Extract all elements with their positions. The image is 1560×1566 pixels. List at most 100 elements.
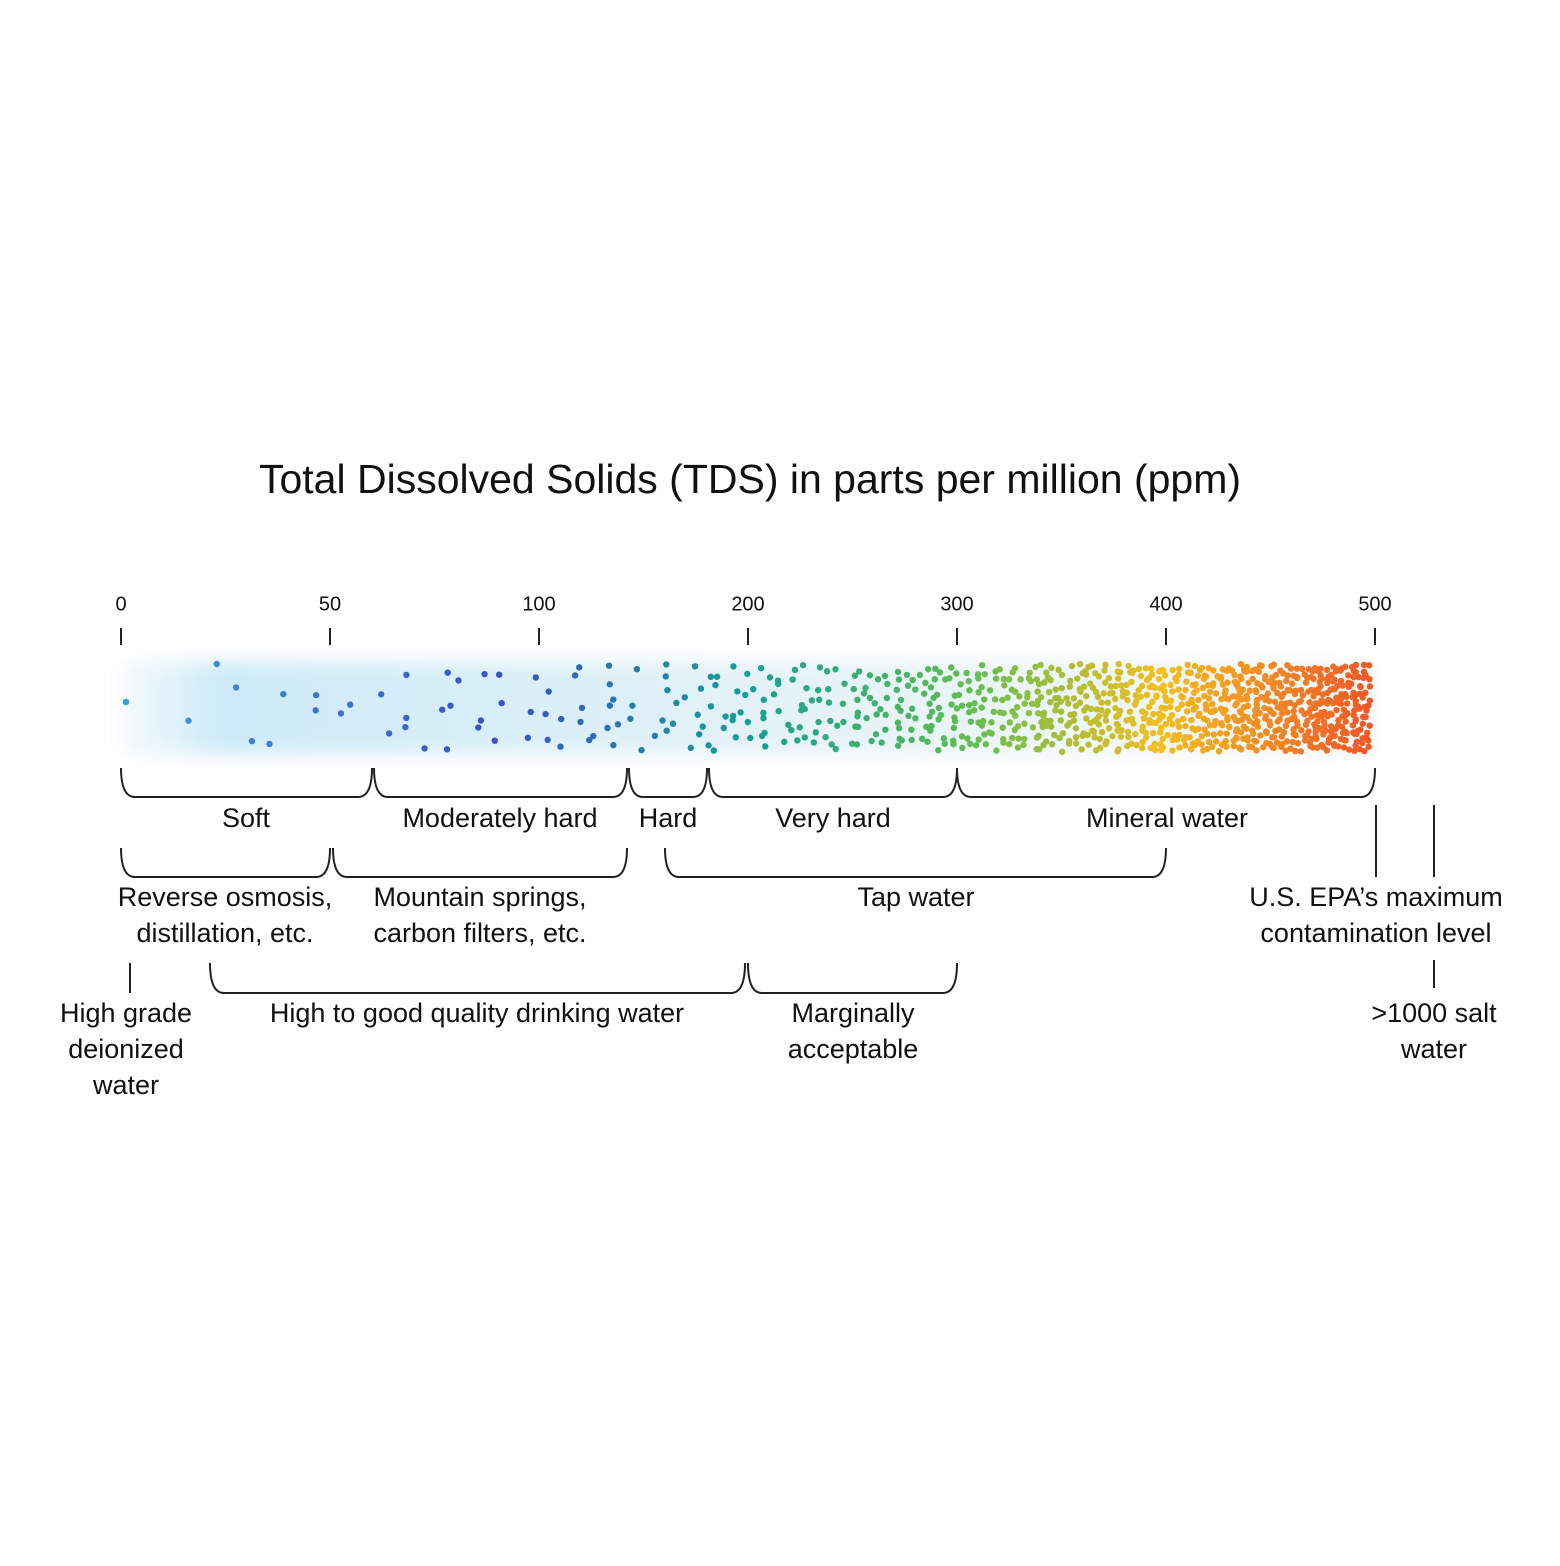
- dot: [966, 740, 974, 748]
- dot: [1148, 671, 1156, 678]
- dot: [923, 723, 930, 731]
- dot: [1128, 678, 1135, 686]
- dot: [1153, 693, 1160, 701]
- dot: [1033, 676, 1040, 683]
- label: Mineral water: [1086, 803, 1248, 833]
- bracket: [120, 767, 373, 798]
- dot: [895, 724, 903, 732]
- dot: [1180, 736, 1188, 744]
- dot: [966, 702, 973, 709]
- dot: [1080, 683, 1088, 690]
- dot: [990, 708, 998, 716]
- label: >1000 salt: [1371, 998, 1497, 1028]
- label: U.S. EPA’s maximum: [1249, 882, 1503, 912]
- dot: [978, 662, 986, 669]
- dot: [762, 743, 769, 750]
- dot: [794, 737, 801, 744]
- dot: [775, 707, 782, 715]
- dot: [810, 739, 818, 746]
- dot: [1337, 700, 1345, 708]
- dot: [781, 738, 788, 746]
- dot: [402, 723, 409, 731]
- dot: [699, 723, 706, 730]
- dot: [1365, 737, 1372, 744]
- dot: [557, 743, 564, 750]
- dot: [610, 741, 617, 749]
- dot: [545, 688, 552, 695]
- dot: [953, 705, 961, 712]
- dot: [577, 718, 584, 726]
- dot: [950, 740, 957, 748]
- dot: [791, 666, 799, 674]
- dot: [1057, 717, 1065, 724]
- dot: [1343, 693, 1350, 700]
- dot: [1342, 711, 1349, 719]
- dot: [742, 691, 749, 699]
- dot: [1348, 680, 1355, 688]
- dot: [855, 668, 863, 675]
- dot: [882, 726, 889, 733]
- dot: [1232, 702, 1239, 709]
- dot: [932, 665, 939, 672]
- dot: [122, 698, 130, 706]
- label: distillation, etc.: [136, 918, 313, 948]
- dot: [948, 701, 955, 708]
- dot: [1317, 665, 1324, 672]
- dot: [1225, 696, 1232, 703]
- dot: [1331, 676, 1338, 684]
- label: acceptable: [788, 1034, 919, 1064]
- bracket: [373, 767, 628, 798]
- dot: [1338, 723, 1346, 730]
- dot: [1115, 711, 1122, 718]
- dot: [1314, 689, 1321, 696]
- dot: [903, 671, 911, 679]
- dot: [744, 670, 751, 678]
- dot: [1352, 668, 1359, 676]
- dot: [1352, 661, 1360, 669]
- dot: [1253, 688, 1260, 696]
- dot: [1234, 680, 1241, 687]
- dot: [1282, 722, 1290, 730]
- dot: [1218, 721, 1226, 729]
- dot: [1209, 682, 1217, 689]
- dot: [999, 724, 1006, 731]
- dot: [963, 669, 970, 677]
- dot: [834, 722, 841, 729]
- dot: [1159, 735, 1167, 743]
- dot: [185, 717, 192, 724]
- dot: [1091, 717, 1098, 725]
- dot: [1123, 681, 1130, 689]
- dot: [1159, 667, 1167, 674]
- dot: [447, 702, 454, 709]
- dot: [663, 661, 670, 668]
- dot: [814, 686, 822, 694]
- dot: [1198, 732, 1206, 740]
- dot: [1243, 663, 1251, 671]
- dot: [720, 724, 727, 732]
- dot: [571, 672, 579, 679]
- dot: [638, 746, 645, 754]
- dot: [1218, 695, 1225, 703]
- dot: [808, 697, 816, 704]
- tick-label: 200: [731, 593, 764, 615]
- label: High to good quality drinking water: [270, 998, 684, 1028]
- dot: [788, 726, 795, 734]
- dot: [1204, 682, 1212, 689]
- dot: [918, 735, 926, 743]
- dot: [1321, 722, 1328, 729]
- dot: [1077, 688, 1084, 695]
- dot: [1314, 718, 1321, 725]
- label: Marginally: [791, 998, 915, 1028]
- dot: [1333, 694, 1340, 701]
- label: deionized: [68, 1034, 184, 1064]
- dot: [1006, 719, 1013, 726]
- dot: [966, 687, 973, 694]
- dot: [604, 724, 611, 732]
- dot: [669, 720, 677, 727]
- dot: [1102, 740, 1109, 748]
- dot: [1252, 738, 1260, 745]
- dot: [1188, 699, 1196, 706]
- dot: [1191, 662, 1199, 670]
- tick-label: 50: [319, 593, 341, 615]
